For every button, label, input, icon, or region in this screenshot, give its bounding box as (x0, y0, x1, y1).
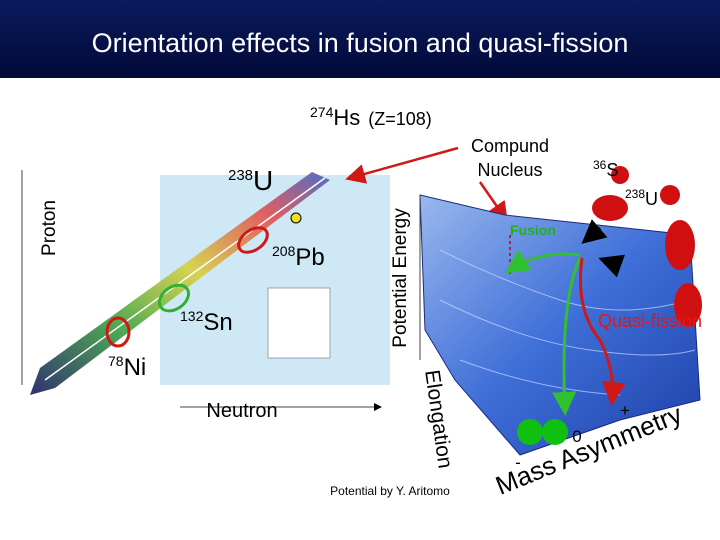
fragment (517, 419, 543, 445)
u-label: 238U (228, 165, 273, 196)
u-marker (290, 212, 302, 224)
u-nucleus (674, 283, 702, 327)
potential-surface (419, 194, 701, 456)
arrow-to-chart (345, 146, 459, 184)
stability-line (44, 177, 326, 381)
energy-label: Potential Energy (390, 208, 411, 348)
s-label: 36S (593, 158, 618, 180)
compound-caption: Nucleus (477, 160, 542, 180)
credit: Potential by Y. Aritomo (330, 484, 450, 498)
sn-label: 132Sn (180, 308, 233, 336)
s-nucleus (660, 185, 680, 205)
u-nucleus (592, 195, 628, 221)
arrow-to-surface (478, 181, 508, 223)
legend-box (267, 287, 331, 359)
u-right-label: 238U (625, 187, 658, 209)
asym-tick: + (620, 401, 630, 420)
approach-arrow (581, 219, 608, 244)
proton-label: Proton (39, 200, 60, 256)
slide-title: Orientation effects in fusion and quasi-… (92, 28, 629, 58)
surface-mesh (439, 249, 696, 396)
u-nucleus (665, 220, 695, 270)
quasi-fission-path (578, 257, 626, 406)
compound-label: 274Hs (Z=108) (310, 104, 432, 130)
fusion-path (505, 250, 581, 274)
fusion-fission-path (552, 257, 582, 416)
quasi-fission-label: Quasi-fission (598, 311, 702, 331)
sn-circle (157, 283, 191, 313)
fragment (542, 419, 568, 445)
ni-circle (105, 316, 131, 348)
ni-label: 78Ni (108, 353, 146, 381)
header-band (0, 0, 720, 78)
asym-tick: 0 (572, 427, 581, 446)
pb-circle (237, 226, 269, 254)
fusion-label: Fusion (510, 222, 556, 238)
s-nucleus (611, 166, 629, 184)
asym-tick: - (515, 453, 521, 472)
approach-arrow (598, 254, 625, 278)
pb-label: 208Pb (272, 243, 325, 271)
elongation-label: Elongation (420, 368, 457, 469)
neutron-label: Neutron (206, 400, 277, 422)
compound-caption: Compund (471, 136, 549, 156)
